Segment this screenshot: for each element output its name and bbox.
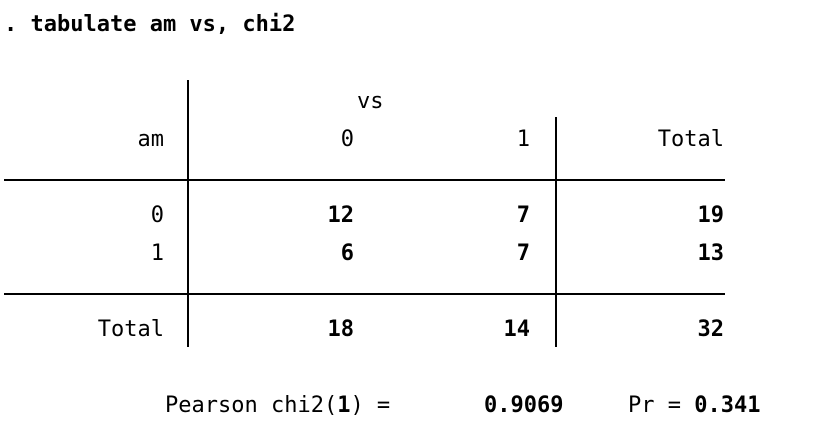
total-cell: 14 <box>503 317 531 342</box>
p-value: 0.341 <box>694 393 761 418</box>
pearson-label-suffix: ) = <box>350 393 404 418</box>
pearson-chi2-line: Pearson chi2(1) = <box>165 393 403 419</box>
p-value-line: Pr = 0.341 <box>628 393 760 419</box>
column-header-0: 0 <box>340 127 354 152</box>
row-label: 1 <box>150 241 164 266</box>
total-column-divider <box>555 117 557 347</box>
column-variable-label: vs <box>357 89 384 114</box>
row-label: 0 <box>150 203 164 228</box>
column-header-total: Total <box>657 127 724 152</box>
column-header-1: 1 <box>516 127 530 152</box>
command-line: . tabulate am vs, chi2 <box>4 12 296 37</box>
row-label-divider <box>187 80 189 347</box>
table-cell: 7 <box>516 241 530 266</box>
pearson-label-prefix: Pearson chi2( <box>165 393 338 418</box>
total-rule <box>4 293 725 295</box>
total-cell: 18 <box>327 317 355 342</box>
table-cell: 6 <box>340 241 354 266</box>
chi2-value: 0.9069 <box>484 393 564 418</box>
row-variable-label: am <box>137 127 165 152</box>
degrees-of-freedom: 1 <box>337 393 351 418</box>
total-row-label: Total <box>97 317 164 342</box>
table-cell: 12 <box>327 203 355 228</box>
header-rule <box>4 179 725 181</box>
table-cell: 13 <box>697 241 725 266</box>
total-cell: 32 <box>697 317 725 342</box>
table-cell: 7 <box>516 203 530 228</box>
table-cell: 19 <box>697 203 725 228</box>
p-value-label: Pr = <box>628 393 695 418</box>
